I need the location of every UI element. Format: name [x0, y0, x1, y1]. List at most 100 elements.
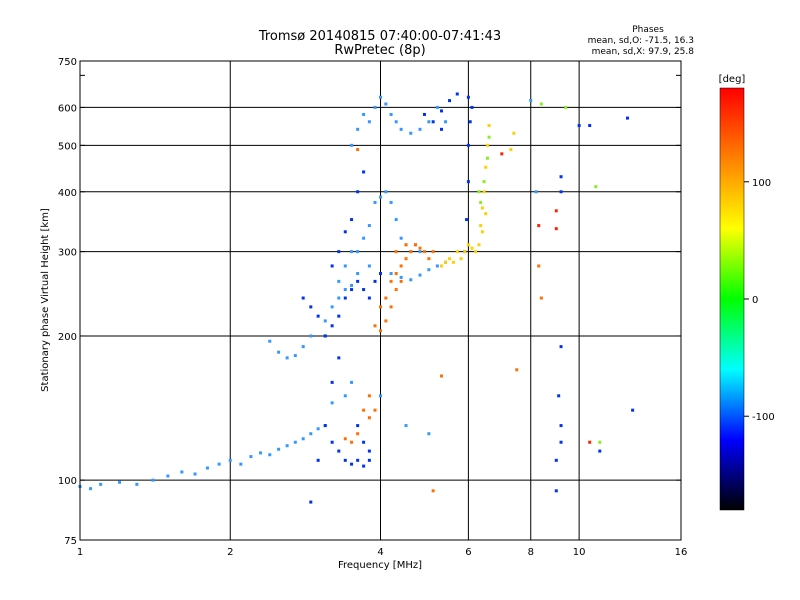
- data-point: [466, 143, 470, 147]
- data-point: [343, 394, 347, 398]
- data-point: [343, 437, 347, 441]
- data-point: [379, 195, 382, 199]
- data-point: [356, 127, 360, 131]
- colorbar: [719, 87, 745, 511]
- data-point: [239, 462, 243, 466]
- y-axis-label: Stationary phase Virtual Height [km]: [40, 208, 51, 392]
- x-axis: 1 2 4 6 8 10 16: [77, 547, 688, 558]
- data-point: [356, 250, 360, 254]
- data-point: [500, 152, 504, 156]
- data-point: [350, 250, 354, 254]
- data-point: [343, 458, 347, 462]
- data-point: [485, 156, 489, 160]
- grid: [80, 61, 681, 540]
- data-point: [399, 264, 403, 268]
- data-point: [451, 260, 455, 264]
- x-tick-label: 4: [377, 547, 383, 558]
- data-point: [384, 190, 388, 194]
- data-point: [399, 127, 403, 131]
- data-point: [473, 250, 477, 254]
- data-point: [362, 440, 366, 444]
- data-point: [537, 224, 541, 228]
- data-point: [470, 246, 474, 250]
- data-point: [468, 120, 472, 124]
- data-point: [373, 200, 377, 204]
- data-point: [301, 296, 305, 300]
- data-point: [362, 464, 366, 468]
- x-tick-label: 1: [77, 547, 83, 558]
- data-point: [337, 314, 341, 318]
- data-point: [594, 185, 598, 189]
- y-tick-label: 300: [58, 248, 77, 259]
- data-point: [534, 190, 538, 194]
- data-point: [539, 102, 543, 106]
- data-point: [323, 334, 327, 338]
- data-point: [367, 224, 371, 228]
- data-point: [455, 92, 459, 96]
- chart-title: Tromsø 20140815 07:40:00-07:41:43: [258, 29, 501, 44]
- data-point: [356, 190, 360, 194]
- data-point: [480, 206, 484, 210]
- data-point: [389, 112, 393, 116]
- data-point: [259, 451, 263, 455]
- data-point: [293, 354, 297, 358]
- stats-header: Phases: [632, 25, 664, 35]
- data-point: [422, 112, 426, 116]
- data-point: [512, 131, 516, 135]
- data-point: [316, 314, 320, 318]
- data-point: [440, 109, 444, 113]
- data-point: [367, 296, 371, 300]
- data-point: [309, 305, 313, 309]
- data-point: [484, 212, 488, 216]
- data-point: [427, 120, 431, 124]
- data-point: [343, 264, 347, 268]
- data-point: [440, 374, 444, 378]
- data-point: [367, 458, 371, 462]
- x-tick-label: 6: [465, 547, 471, 558]
- data-point: [99, 482, 103, 486]
- data-point: [539, 296, 543, 300]
- data-point: [367, 416, 371, 420]
- data-point: [316, 458, 320, 462]
- data-point: [285, 356, 289, 360]
- data-point: [487, 124, 491, 128]
- data-points: [78, 92, 635, 504]
- data-point: [554, 489, 558, 493]
- data-point: [455, 250, 459, 254]
- data-point: [330, 401, 334, 405]
- data-point: [217, 462, 221, 466]
- data-point: [631, 408, 635, 412]
- data-point: [559, 424, 563, 428]
- data-point: [482, 190, 486, 194]
- data-point: [350, 440, 354, 444]
- data-point: [399, 236, 403, 240]
- data-point: [564, 105, 568, 109]
- data-point: [418, 273, 422, 277]
- data-point: [337, 296, 341, 300]
- data-point: [367, 394, 371, 398]
- data-point: [309, 334, 313, 338]
- data-point: [479, 200, 483, 204]
- data-point: [356, 272, 360, 276]
- data-point: [435, 264, 439, 268]
- data-point: [444, 120, 448, 124]
- data-point: [249, 455, 253, 459]
- data-point: [373, 408, 377, 412]
- data-point: [350, 380, 354, 384]
- data-point: [118, 480, 122, 484]
- data-point: [362, 112, 366, 116]
- data-point: [389, 279, 393, 283]
- data-point: [463, 250, 467, 254]
- data-point: [384, 102, 388, 106]
- data-point: [337, 356, 341, 360]
- data-point: [316, 427, 320, 431]
- data-point: [367, 264, 371, 268]
- data-point: [384, 319, 388, 323]
- data-point: [404, 257, 408, 261]
- data-point: [554, 209, 558, 213]
- data-point: [431, 489, 435, 493]
- data-point: [135, 482, 139, 486]
- data-point: [379, 95, 382, 99]
- data-point: [373, 324, 377, 328]
- data-point: [480, 230, 484, 234]
